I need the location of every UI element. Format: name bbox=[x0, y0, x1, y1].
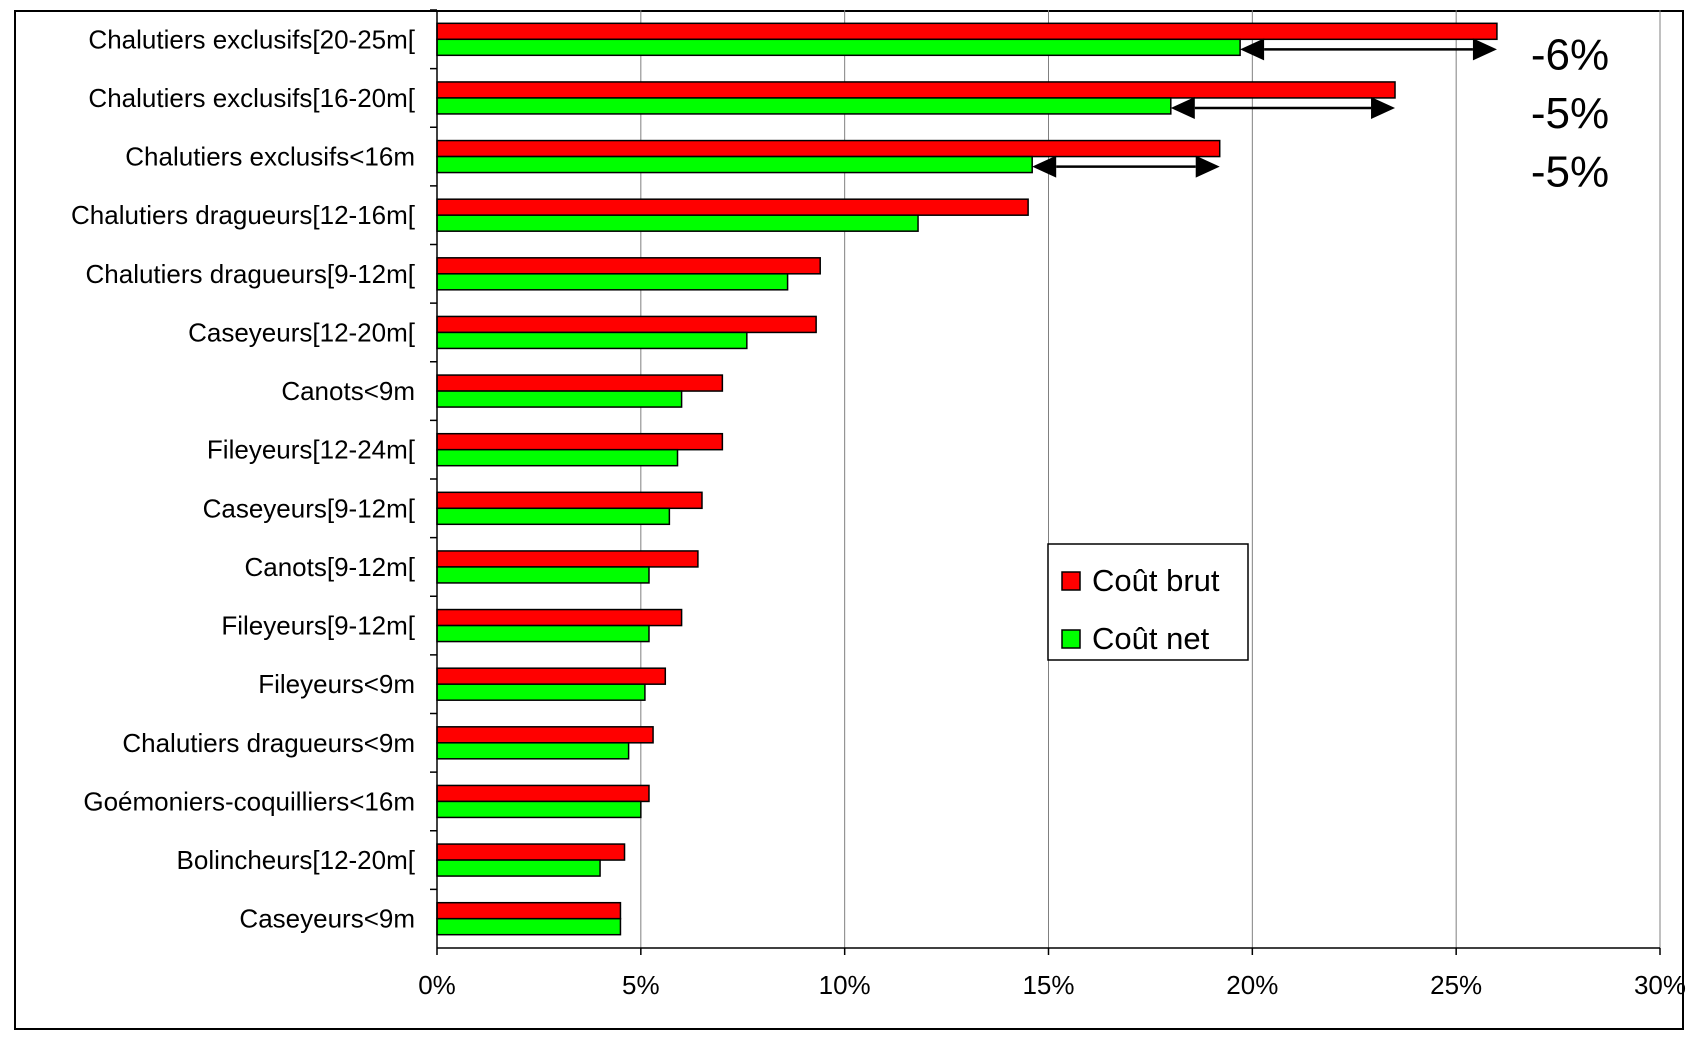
category-label: Canots<9m bbox=[281, 376, 415, 406]
bar-cout-net bbox=[436, 859, 601, 877]
bar-cout-net bbox=[436, 800, 642, 819]
category-label: Chalutiers dragueurs[9-12m[ bbox=[86, 259, 416, 289]
arrow-head-right bbox=[1371, 96, 1396, 119]
bar-cout-net bbox=[436, 742, 630, 760]
category-label: Chalutiers dragueurs<9m bbox=[122, 728, 415, 758]
arrow-head-left bbox=[1240, 38, 1265, 61]
label-layer: 0% 5% 10% 15% 20% 25% 30% Chalutiers exclusifs[… bbox=[71, 24, 1686, 1000]
annotation-layer: -6% -5% -5% bbox=[1032, 30, 1609, 197]
bar-cout-brut bbox=[436, 667, 667, 685]
category-label: Canots[9-12m[ bbox=[244, 552, 415, 582]
bar-cout-net bbox=[436, 507, 671, 526]
x-tick-label: 20% bbox=[1226, 970, 1278, 1000]
bar-cout-brut bbox=[436, 374, 724, 392]
chart-frame bbox=[14, 10, 1684, 1030]
bar-cout-brut bbox=[436, 901, 622, 920]
arrow-head-left bbox=[1170, 96, 1195, 119]
legend: Coût brut Coût net bbox=[1047, 543, 1249, 661]
bar-cout-brut bbox=[436, 784, 650, 803]
legend-box bbox=[1047, 543, 1249, 661]
bar-cout-net bbox=[436, 155, 1033, 174]
arrow-head-right bbox=[1472, 38, 1497, 61]
bar-cout-net bbox=[436, 566, 650, 584]
bar-cout-net bbox=[436, 97, 1172, 115]
difference-label: -5% bbox=[1531, 148, 1609, 197]
category-label: Chalutiers exclusifs<16m bbox=[125, 142, 415, 172]
bar-cout-brut bbox=[436, 81, 1396, 99]
x-tick-label: 25% bbox=[1430, 970, 1482, 1000]
bar-cout-net bbox=[436, 38, 1241, 57]
x-tick-label: 10% bbox=[819, 970, 871, 1000]
category-label: Caseyeurs[9-12m[ bbox=[203, 493, 416, 523]
bar-cout-brut bbox=[436, 22, 1498, 41]
bar-cout-brut bbox=[436, 257, 821, 275]
x-tick-label: 15% bbox=[1022, 970, 1074, 1000]
bar-cout-brut bbox=[436, 608, 683, 627]
category-label: Caseyeurs[12-20m[ bbox=[188, 317, 416, 347]
bar-cout-brut bbox=[436, 315, 817, 334]
arrow-head-right bbox=[1195, 155, 1220, 178]
axis-layer bbox=[430, 9, 1661, 955]
legend-label: Coût brut bbox=[1092, 563, 1220, 598]
category-label: Bolincheurs[12-20m[ bbox=[177, 845, 416, 875]
category-label: Fileyeurs[9-12m[ bbox=[221, 611, 415, 641]
bar-cout-net bbox=[436, 683, 646, 701]
x-tick-label: 30% bbox=[1634, 970, 1686, 1000]
bar-cout-brut bbox=[436, 550, 699, 568]
bar-cout-net bbox=[436, 273, 789, 291]
legend-swatch bbox=[1061, 571, 1081, 591]
category-label: Fileyeurs[12-24m[ bbox=[207, 435, 416, 465]
legend-label: Coût net bbox=[1092, 621, 1210, 656]
category-label: Chalutiers exclusifs[16-20m[ bbox=[88, 83, 415, 113]
bar-layer bbox=[436, 22, 1498, 936]
bar-cout-brut bbox=[436, 198, 1029, 216]
difference-label: -6% bbox=[1531, 30, 1609, 79]
bar-cout-net bbox=[436, 917, 622, 936]
x-tick-label: 0% bbox=[418, 970, 456, 1000]
difference-label: -5% bbox=[1531, 89, 1609, 138]
bar-cout-net bbox=[436, 624, 650, 643]
arrow-head-left bbox=[1032, 155, 1057, 178]
legend-swatch bbox=[1061, 629, 1081, 649]
bar-cout-brut bbox=[436, 491, 703, 510]
bar-cout-brut bbox=[436, 432, 724, 451]
bar-cout-brut bbox=[436, 726, 654, 744]
category-label: Chalutiers exclusifs[20-25m[ bbox=[88, 24, 415, 54]
x-tick-label: 5% bbox=[622, 970, 660, 1000]
category-label: Goémoniers-coquilliers<16m bbox=[83, 786, 415, 816]
bar-cout-brut bbox=[436, 843, 626, 861]
category-label: Chalutiers dragueurs[12-16m[ bbox=[71, 200, 416, 230]
bar-cout-net bbox=[436, 331, 748, 350]
bar-cout-net bbox=[436, 390, 683, 408]
bar-cout-net bbox=[436, 448, 679, 467]
category-label: Fileyeurs<9m bbox=[258, 669, 415, 699]
bar-cout-net bbox=[436, 214, 919, 232]
bar-cout-brut bbox=[436, 139, 1221, 158]
category-label: Caseyeurs<9m bbox=[239, 904, 415, 934]
